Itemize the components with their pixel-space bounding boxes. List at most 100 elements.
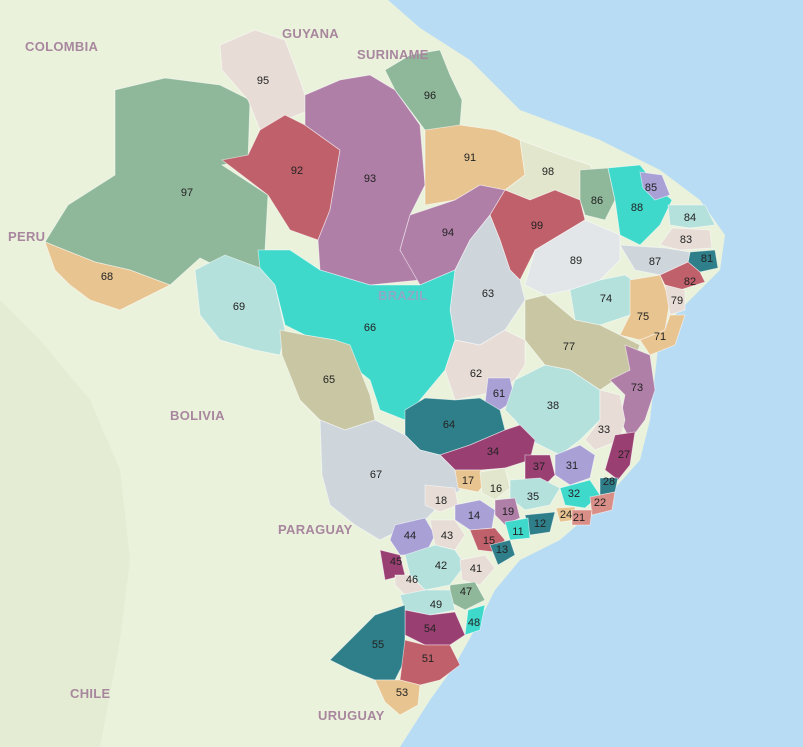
ddd-label-19: 19 <box>502 506 514 518</box>
country-label-bolivia: BOLIVIA <box>170 408 225 423</box>
ddd-label-67: 67 <box>370 469 382 481</box>
region-16[interactable] <box>479 467 511 501</box>
ddd-label-65: 65 <box>323 374 335 386</box>
country-labels: COLOMBIA GUYANA SURINAME PERU BRAZIL BOL… <box>8 26 429 723</box>
region-79[interactable] <box>664 284 686 316</box>
ddd-label-35: 35 <box>527 491 539 503</box>
ddd-label-93: 93 <box>364 173 376 185</box>
ddd-label-64: 64 <box>443 419 455 431</box>
ddd-label-79: 79 <box>671 295 683 307</box>
region-27[interactable] <box>604 431 636 481</box>
region-13[interactable] <box>489 539 516 566</box>
ddd-label-85: 85 <box>645 182 657 194</box>
country-label-chile: CHILE <box>70 686 111 701</box>
ddd-label-69: 69 <box>233 301 245 313</box>
region-11[interactable] <box>504 517 531 541</box>
ddd-label-42: 42 <box>435 560 447 572</box>
region-95[interactable] <box>219 29 311 131</box>
region-68[interactable] <box>44 241 171 311</box>
ddd-label-49: 49 <box>430 599 442 611</box>
region-37[interactable] <box>524 454 556 486</box>
ddd-label-53: 53 <box>396 687 408 699</box>
region-38[interactable] <box>504 364 601 456</box>
ddd-code-labels: 11 12 13 14 15 16 17 18 19 21 22 24 27 2… <box>101 75 713 699</box>
ddd-label-96: 96 <box>424 90 436 102</box>
region-89[interactable] <box>524 219 621 296</box>
region-22[interactable] <box>589 491 616 516</box>
region-84[interactable] <box>667 204 716 229</box>
region-83[interactable] <box>659 227 713 251</box>
region-21[interactable] <box>571 509 593 526</box>
ddd-label-87: 87 <box>649 256 661 268</box>
ddd-label-66: 66 <box>364 322 376 334</box>
ddd-label-55: 55 <box>372 639 384 651</box>
ddd-label-84: 84 <box>684 212 696 224</box>
ddd-label-24: 24 <box>560 509 572 521</box>
ddd-label-62: 62 <box>470 368 482 380</box>
ddd-label-77: 77 <box>563 341 575 353</box>
ddd-label-22: 22 <box>594 497 606 509</box>
country-label-colombia: COLOMBIA <box>25 39 98 54</box>
ddd-label-18: 18 <box>435 495 447 507</box>
ddd-label-63: 63 <box>482 288 494 300</box>
ddd-label-47: 47 <box>460 586 472 598</box>
region-85[interactable] <box>639 171 671 201</box>
ddd-label-97: 97 <box>181 187 193 199</box>
ddd-label-32: 32 <box>568 488 580 500</box>
ddd-label-34: 34 <box>487 446 499 458</box>
ddd-label-98: 98 <box>542 166 554 178</box>
ddd-label-17: 17 <box>462 475 474 487</box>
ddd-label-27: 27 <box>618 449 630 461</box>
ddd-label-86: 86 <box>591 195 603 207</box>
region-54[interactable] <box>404 609 466 646</box>
ddd-label-48: 48 <box>468 617 480 629</box>
region-35[interactable] <box>509 477 561 511</box>
region-43[interactable] <box>429 519 466 551</box>
ddd-label-99: 99 <box>531 220 543 232</box>
region-41[interactable] <box>459 554 496 586</box>
ddd-label-83: 83 <box>680 234 692 246</box>
ddd-label-54: 54 <box>424 623 436 635</box>
ddd-label-38: 38 <box>547 400 559 412</box>
ddd-label-13: 13 <box>496 544 508 556</box>
ddd-label-68: 68 <box>101 271 113 283</box>
ddd-label-74: 74 <box>600 293 612 305</box>
ddd-label-94: 94 <box>442 227 454 239</box>
ddd-label-81: 81 <box>701 253 713 265</box>
country-label-guyana: GUYANA <box>282 26 339 41</box>
ddd-label-15: 15 <box>483 535 495 547</box>
ddd-label-33: 33 <box>598 424 610 436</box>
ddd-label-51: 51 <box>422 653 434 665</box>
ddd-label-28: 28 <box>603 476 615 488</box>
ddd-label-12: 12 <box>534 518 546 530</box>
ddd-label-45: 45 <box>390 556 402 568</box>
ddd-label-46: 46 <box>406 574 418 586</box>
country-label-peru: PERU <box>8 229 45 244</box>
country-label-suriname: SURINAME <box>357 47 429 62</box>
ddd-label-44: 44 <box>404 530 416 542</box>
ddd-label-75: 75 <box>637 311 649 323</box>
country-label-brazil: BRAZIL <box>378 288 427 303</box>
ddd-label-41: 41 <box>470 563 482 575</box>
ddd-label-92: 92 <box>291 165 303 177</box>
andes-shade <box>0 300 130 747</box>
ddd-regions[interactable] <box>44 29 719 716</box>
ddd-label-82: 82 <box>684 276 696 288</box>
ddd-label-71: 71 <box>654 331 666 343</box>
region-96[interactable] <box>384 49 463 136</box>
ddd-label-61: 61 <box>493 388 505 400</box>
ddd-label-31: 31 <box>566 460 578 472</box>
country-label-uruguay: URUGUAY <box>318 708 385 723</box>
ddd-label-89: 89 <box>570 255 582 267</box>
region-48[interactable] <box>464 604 486 636</box>
region-53[interactable] <box>374 679 421 716</box>
ddd-label-91: 91 <box>464 152 476 164</box>
ddd-label-95: 95 <box>257 75 269 87</box>
ddd-label-43: 43 <box>441 530 453 542</box>
region-18[interactable] <box>424 484 459 513</box>
ddd-label-73: 73 <box>631 382 643 394</box>
ddd-label-21: 21 <box>573 512 585 524</box>
country-label-paraguay: PARAGUAY <box>278 522 353 537</box>
ddd-label-11: 11 <box>512 526 523 538</box>
